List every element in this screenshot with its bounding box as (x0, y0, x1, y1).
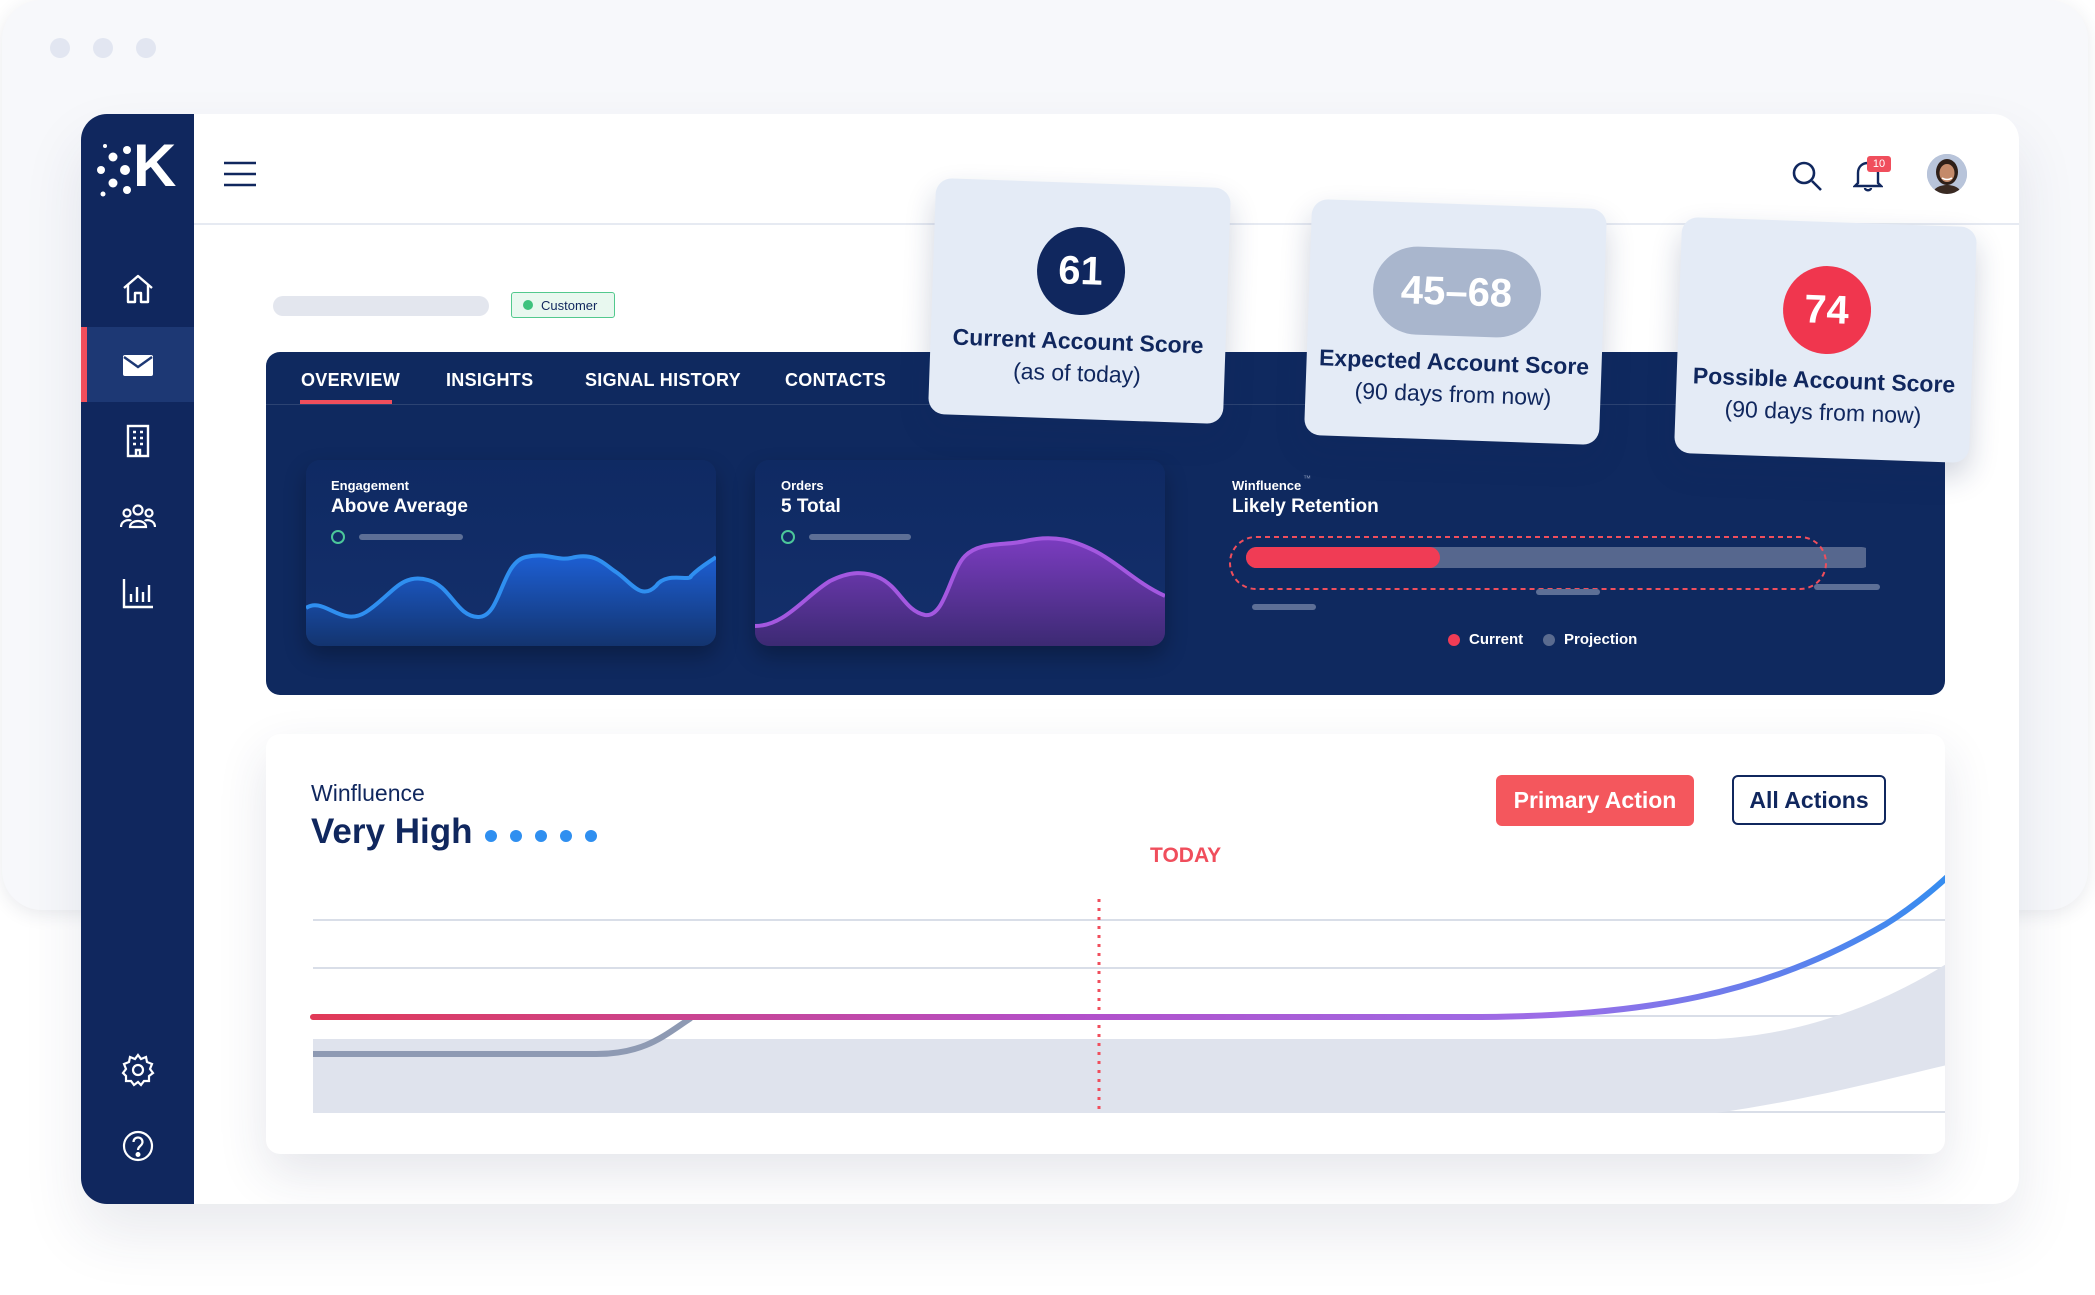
winfluence-trend-line (310, 874, 1945, 1020)
projection-band (313, 964, 1945, 1113)
today-label: TODAY (1150, 844, 1222, 867)
trend-up-icon (331, 530, 345, 544)
retention-skeleton-line (1536, 589, 1600, 595)
status-badge: Customer (511, 292, 615, 318)
orders-area-chart (755, 536, 1165, 646)
orders-card[interactable]: Orders 5 Total (755, 460, 1165, 646)
avatar[interactable] (1927, 154, 1967, 194)
legend-projection-label: Projection (1564, 631, 1638, 648)
hamburger-menu-icon[interactable] (224, 161, 256, 187)
winfluence-card: Winfluence Very High Primary Action All … (266, 734, 1945, 1154)
rating-dot (485, 830, 497, 842)
bar-chart-icon (122, 578, 153, 608)
dashed-highlight (1229, 536, 1827, 590)
logo-letter: K (133, 132, 177, 199)
legend-current-dot (1448, 634, 1460, 646)
current-score-subtitle: (as of today) (1012, 357, 1142, 389)
sidebar-item-accounts[interactable] (81, 403, 194, 478)
notifications-button[interactable]: 10 (1852, 156, 1893, 194)
engagement-skeleton-line (359, 534, 463, 540)
retention-progress-bar (1229, 536, 1866, 590)
expected-score-subtitle: (90 days from now) (1354, 377, 1552, 411)
expected-score-card[interactable]: 45–68 Expected Account Score (90 days fr… (1303, 198, 1608, 446)
home-icon (122, 274, 153, 303)
sidebar-item-contacts[interactable] (81, 479, 194, 554)
expected-score-badge: 45–68 (1371, 245, 1543, 339)
expected-score-title: Expected Account Score (1318, 344, 1590, 380)
orders-label: Orders (781, 478, 824, 493)
possible-score-subtitle: (90 days from now) (1724, 395, 1922, 429)
current-fill (1246, 547, 1440, 568)
window-dot (136, 38, 156, 58)
status-dot (523, 300, 533, 310)
baseline-line (313, 1015, 693, 1057)
retention-label: Winfluence (1232, 478, 1302, 493)
sidebar-item-home[interactable] (81, 251, 194, 326)
current-score-title: Current Account Score (952, 323, 1204, 359)
possible-score-badge: 74 (1781, 264, 1873, 356)
building-icon (126, 424, 149, 457)
tab-overview[interactable]: OVERVIEW (301, 370, 401, 390)
trademark-symbol: ™ (1303, 474, 1311, 483)
retention-value: Likely Retention (1232, 496, 1379, 517)
all-actions-button[interactable]: All Actions (1732, 775, 1886, 825)
mail-icon (122, 354, 153, 376)
engagement-area-chart (306, 553, 716, 646)
engagement-card[interactable]: Engagement Above Average (306, 460, 716, 646)
sidebar-item-help[interactable] (81, 1108, 194, 1183)
engagement-label: Engagement (331, 478, 410, 493)
trend-up-icon (781, 530, 795, 544)
retention-skeleton-line (1252, 604, 1316, 610)
possible-score-card[interactable]: 74 Possible Account Score (90 days from … (1673, 216, 1978, 464)
orders-skeleton-line (809, 534, 911, 540)
winfluence-label: Winfluence (311, 780, 425, 806)
orders-value: 5 Total (781, 496, 841, 517)
winfluence-rating-dots (485, 830, 597, 842)
rating-dot (585, 830, 597, 842)
sidebar-item-settings[interactable] (81, 1032, 194, 1107)
tab-signal-history[interactable]: SIGNAL HISTORY (585, 370, 741, 390)
help-icon (122, 1130, 153, 1161)
current-score-card[interactable]: 61 Current Account Score (as of today) (927, 177, 1232, 425)
tab-insights[interactable]: INSIGHTS (446, 370, 534, 390)
winfluence-trend-chart (310, 874, 1945, 1113)
rating-dot (510, 830, 522, 842)
possible-score-title: Possible Account Score (1692, 362, 1956, 398)
sidebar: K (81, 114, 194, 1204)
rating-dot (560, 830, 572, 842)
rating-dot (535, 830, 547, 842)
sidebar-item-reports[interactable] (81, 555, 194, 630)
legend-projection-dot (1543, 634, 1555, 646)
brand-logo[interactable]: K (93, 136, 188, 202)
legend-current-label: Current (1469, 631, 1524, 648)
gear-icon (121, 1052, 155, 1087)
engagement-value: Above Average (331, 496, 468, 517)
tab-contacts[interactable]: CONTACTS (785, 370, 887, 390)
search-icon[interactable] (1791, 160, 1823, 192)
retention-skeleton-line (1814, 584, 1880, 590)
window-dot (50, 38, 70, 58)
current-score-badge: 61 (1035, 225, 1127, 317)
users-icon (119, 503, 156, 528)
window-dot (93, 38, 113, 58)
primary-action-button[interactable]: Primary Action (1496, 775, 1694, 826)
active-tab-indicator (300, 400, 392, 404)
notification-count-badge: 10 (1867, 156, 1891, 172)
status-badge-label: Customer (541, 297, 598, 313)
account-name-placeholder (273, 296, 489, 316)
sidebar-item-mail[interactable] (81, 327, 194, 402)
winfluence-level: Very High (311, 812, 473, 851)
